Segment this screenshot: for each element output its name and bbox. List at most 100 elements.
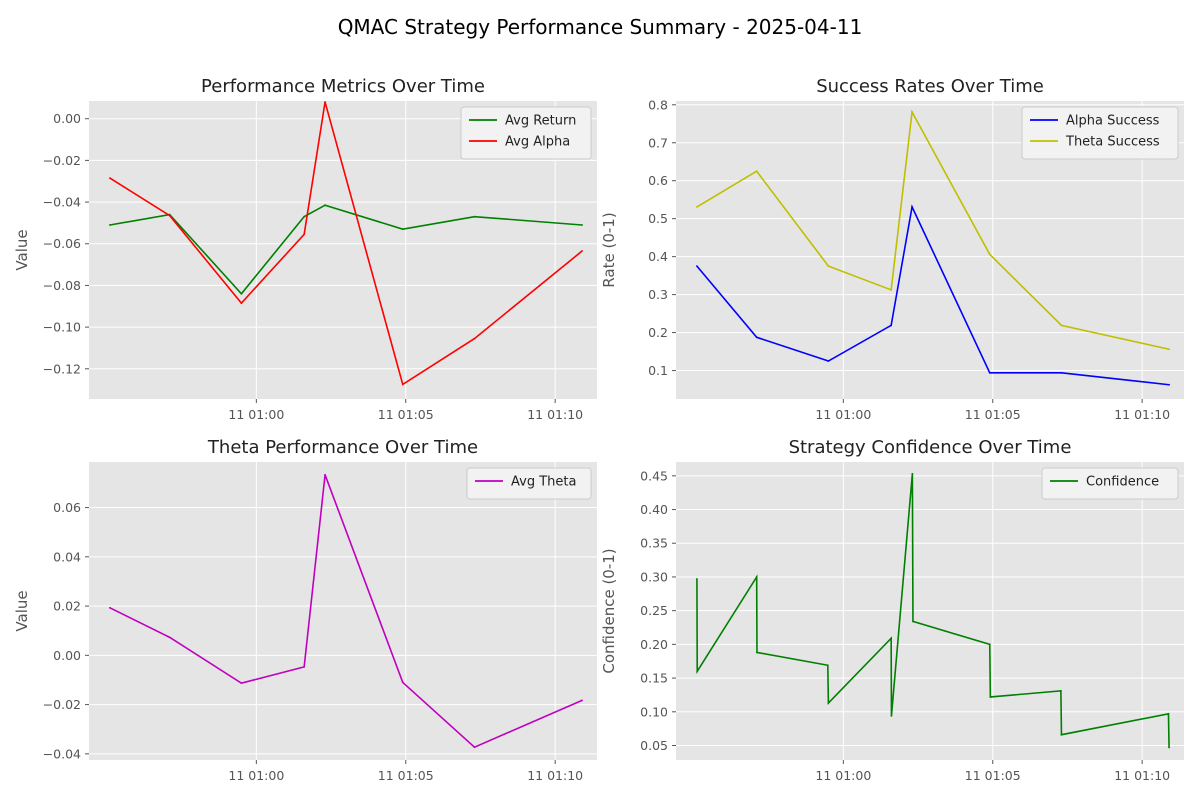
data-point [756, 651, 758, 654]
x-tick-label: 11 01:00 [815, 768, 871, 783]
chart-panel-2: 0.1 0.2 0.3 0.4 0.5 0.6 0.7 0.8 11 01:00 11 01:05… [600, 76, 1184, 422]
y-tick-label: 0.2 [648, 325, 668, 340]
legend: Alpha Success Theta Success [1021, 106, 1179, 160]
x-tick-label: 11 01:05 [378, 768, 434, 783]
y-tick-label: −0.02 [43, 153, 81, 168]
data-point [912, 620, 914, 623]
chart-title: Performance Metrics Over Time [201, 76, 485, 97]
data-point [988, 371, 991, 374]
x-tick-label: 11 01:10 [527, 407, 583, 422]
chart-panel-4: 0.05 0.10 0.15 0.20 0.25 0.30 0.35 0.40 0.45 11 0… [600, 437, 1184, 783]
y-axis-label: Confidence (0-1) [600, 548, 618, 673]
data-point [1060, 371, 1063, 374]
data-point [911, 206, 913, 208]
data-point [581, 224, 583, 226]
y-tick-label: 0.15 [640, 671, 668, 686]
y-axis-label: Value [13, 590, 31, 631]
data-point [473, 746, 476, 749]
legend-box [466, 467, 592, 500]
data-point [890, 288, 893, 291]
series-line-1 [109, 204, 583, 295]
data-point [989, 696, 992, 698]
legend-label: Avg Return [505, 114, 576, 129]
y-tick-label: 0.00 [53, 111, 81, 126]
chart-title: Success Rates Over Time [816, 76, 1044, 97]
legend-label: Avg Theta [511, 475, 576, 490]
data-point [109, 177, 111, 180]
data-point [1060, 733, 1063, 736]
data-point [581, 250, 583, 252]
data-point [240, 302, 243, 305]
chart-panel-1: −0.12 −0.10 −0.08 −0.06 −0.04 −0.02 0.00 11 01:… [13, 76, 597, 422]
x-tick-label: 11 01:10 [1114, 768, 1170, 783]
series-line-1 [696, 204, 1170, 386]
series-line-2 [109, 101, 583, 386]
data-point [988, 253, 991, 256]
legend: Avg Return Avg Alpha [460, 106, 592, 160]
data-point [401, 228, 404, 231]
series-line-1 [696, 473, 1170, 748]
legend-label: Alpha Success [1066, 114, 1160, 129]
data-point [1168, 746, 1170, 749]
data-point [1168, 383, 1170, 386]
data-point [827, 265, 830, 268]
data-point [1059, 689, 1062, 692]
y-tick-label: 0.3 [648, 287, 668, 302]
data-point [827, 360, 830, 362]
data-point [755, 336, 758, 339]
legend-label: Theta Success [1065, 135, 1160, 150]
y-axis-label: Rate (0-1) [600, 212, 618, 287]
x-tick-label: 11 01:00 [228, 407, 284, 422]
y-tick-label: 0.1 [648, 363, 668, 378]
x-tick-label: 11 01:00 [815, 407, 871, 422]
data-point [696, 578, 698, 580]
data-point [1168, 348, 1170, 351]
data-point [755, 576, 758, 578]
y-tick-label: −0.02 [43, 697, 81, 712]
x-tick-label: 11 01:10 [527, 768, 583, 783]
data-point [401, 383, 404, 386]
y-tick-label: 0.4 [648, 249, 668, 264]
y-tick-label: 0.02 [53, 599, 81, 614]
legend-box [1041, 467, 1179, 500]
plot-area [89, 462, 597, 760]
x-tick-label: 11 01:00 [228, 768, 284, 783]
data-point [696, 265, 698, 268]
y-tick-label: 0.05 [640, 738, 668, 753]
legend: Confidence [1041, 467, 1179, 500]
y-tick-label: −0.12 [43, 361, 81, 376]
chart-title: Theta Performance Over Time [207, 437, 478, 458]
y-tick-label: 0.8 [648, 97, 668, 112]
data-point [168, 214, 171, 217]
x-tick-label: 11 01:05 [965, 407, 1021, 422]
data-point [1167, 712, 1170, 715]
y-axis-label: Value [13, 229, 31, 270]
data-point [827, 702, 830, 704]
data-point [240, 292, 243, 295]
y-tick-label: −0.06 [43, 236, 81, 251]
data-point [168, 636, 171, 639]
y-tick-label: −0.04 [43, 746, 81, 761]
chart-panel-3: −0.04 −0.02 0.00 0.02 0.04 0.06 11 01:00 11 01:… [13, 437, 597, 783]
data-point [401, 681, 404, 684]
y-tick-label: 0.25 [640, 603, 668, 618]
y-tick-label: −0.10 [43, 320, 81, 335]
data-point [890, 714, 893, 717]
y-tick-label: 0.20 [640, 637, 668, 652]
y-tick-label: 0.35 [640, 536, 668, 551]
data-point [911, 111, 913, 113]
chart-title: Strategy Confidence Over Time [789, 437, 1072, 458]
y-tick-label: 0.04 [53, 549, 81, 564]
data-point [696, 670, 699, 673]
y-tick-label: 0.6 [648, 173, 668, 188]
legend-label: Avg Alpha [505, 135, 570, 150]
series-line-2 [696, 109, 1170, 351]
data-point [303, 233, 306, 236]
data-point [109, 224, 111, 226]
x-tick-label: 11 01:05 [965, 768, 1021, 783]
x-tick-label: 11 01:05 [378, 407, 434, 422]
data-point [303, 666, 306, 668]
data-point [324, 204, 326, 207]
x-tick-label: 11 01:10 [1114, 407, 1170, 422]
